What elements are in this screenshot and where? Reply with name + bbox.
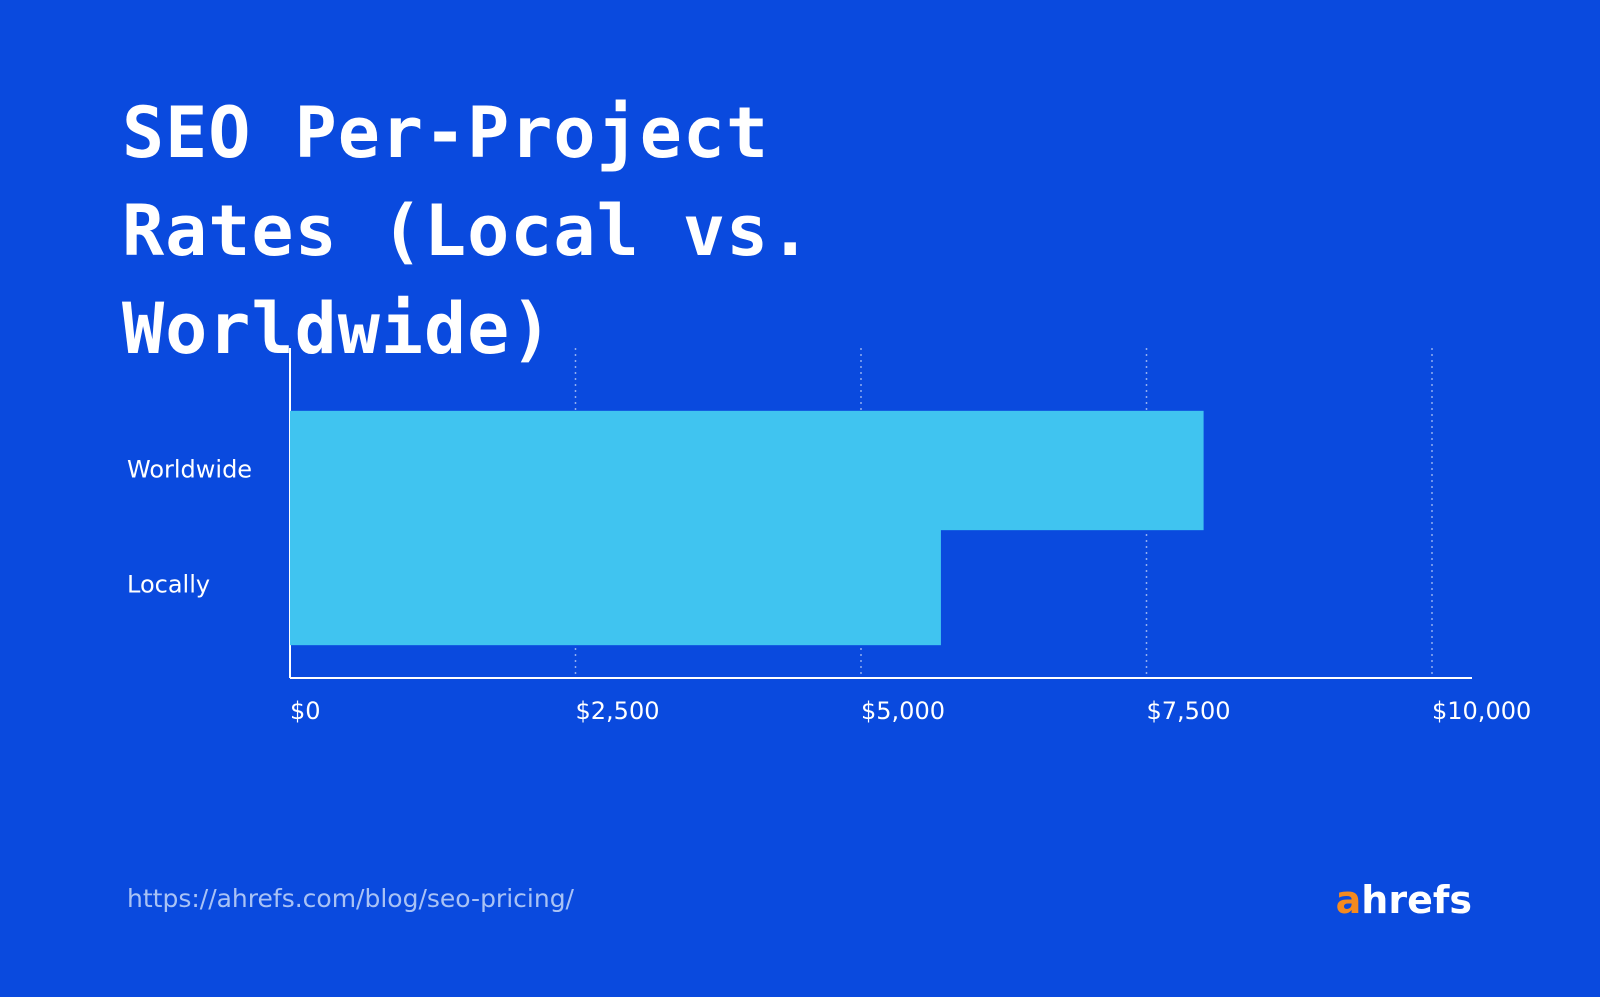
x-tick-label: $2,500 [576,697,660,725]
y-tick-label: Worldwide [127,456,252,484]
bar [290,410,1204,531]
x-tick-label: $5,000 [861,697,945,725]
bar [290,525,941,646]
source: https://ahrefs.com/blog/seo-pricing/ [127,884,575,913]
logo: ahrefs [1335,878,1472,922]
y-tick-label: Locally [127,571,210,599]
x-tick-label: $10,000 [1432,697,1531,725]
x-tick-label: $7,500 [1147,697,1231,725]
chart-title: SEO Per-Project Rates (Local vs. Worldwi… [122,92,813,370]
x-tick-label: $0 [290,697,321,725]
